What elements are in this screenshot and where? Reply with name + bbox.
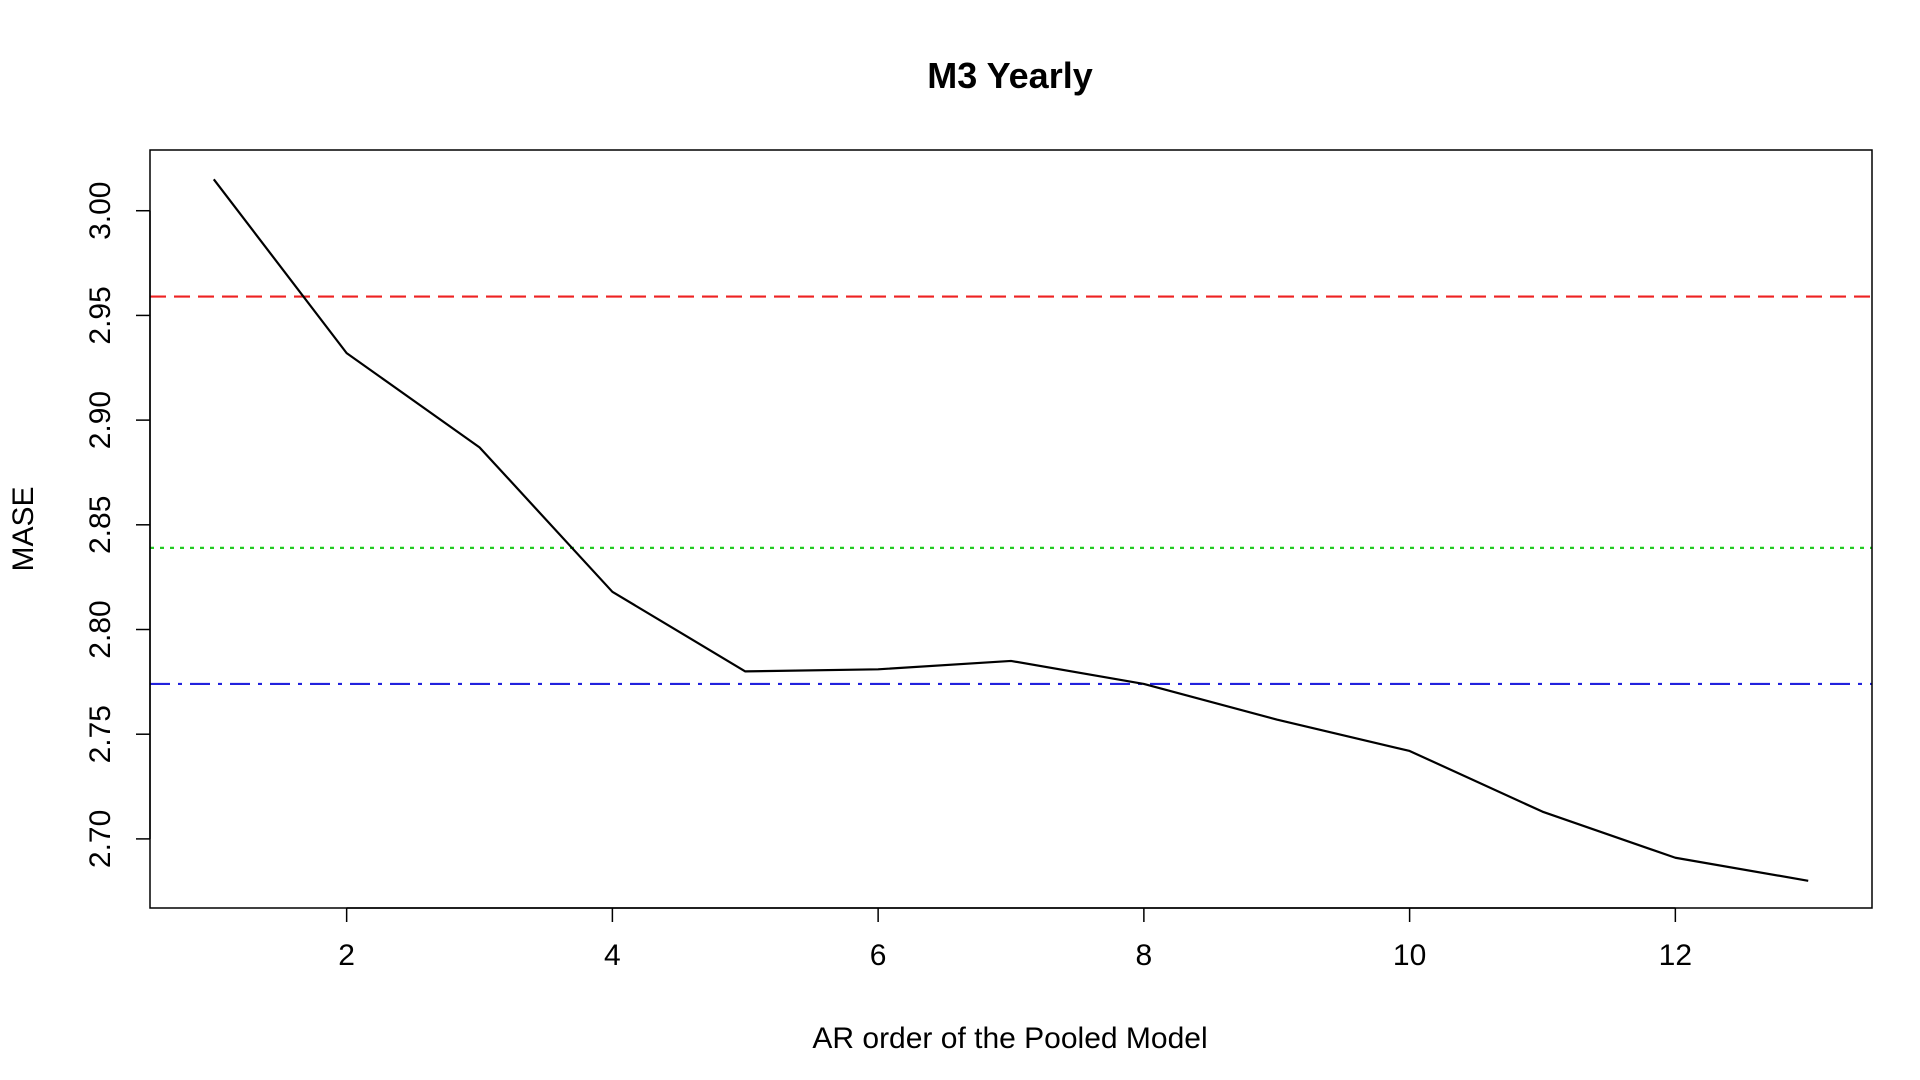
y-axis: 2.70 2.75 2.80 2.85 2.90 2.95 3.00 (84, 182, 151, 868)
x-tick-label: 12 (1659, 939, 1692, 972)
y-tick-label: 2.90 (84, 391, 117, 449)
x-tick-label: 8 (1136, 939, 1153, 972)
plot-area (150, 178, 1872, 882)
x-tick-label: 10 (1393, 939, 1426, 972)
chart-title: M3 Yearly (927, 55, 1092, 96)
x-axis: 2 4 6 8 10 12 (338, 907, 1692, 972)
y-tick-label: 2.70 (84, 810, 117, 868)
y-tick-label: 2.80 (84, 600, 117, 658)
x-tick-label: 4 (604, 939, 621, 972)
x-tick-label: 2 (338, 939, 355, 972)
y-tick-label: 2.85 (84, 496, 117, 554)
plot-frame (149, 149, 1873, 909)
x-tick-label: 6 (870, 939, 887, 972)
y-axis-label: MASE (7, 486, 40, 571)
x-axis-label: AR order of the Pooled Model (812, 1022, 1207, 1055)
series-line-1 (212, 178, 1809, 882)
y-tick-label: 2.75 (84, 705, 117, 763)
y-tick-label: 2.95 (84, 286, 117, 344)
y-tick-label: 3.00 (84, 182, 117, 240)
